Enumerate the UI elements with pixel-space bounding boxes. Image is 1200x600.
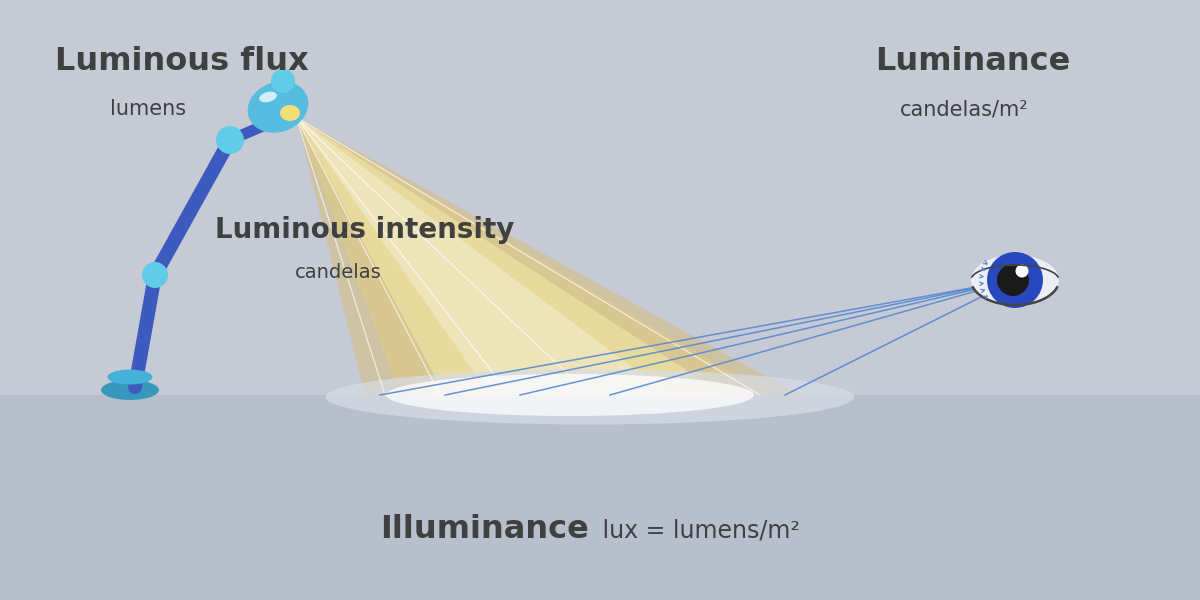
Ellipse shape: [108, 370, 152, 385]
Ellipse shape: [247, 81, 308, 133]
Circle shape: [142, 262, 168, 288]
Ellipse shape: [971, 255, 1060, 305]
Circle shape: [997, 264, 1030, 296]
Text: Luminance: Luminance: [875, 46, 1070, 77]
Text: lux = lumens/m²: lux = lumens/m²: [595, 519, 800, 543]
Ellipse shape: [325, 370, 854, 425]
Circle shape: [216, 126, 244, 154]
Ellipse shape: [101, 380, 158, 400]
Text: candelas/m²: candelas/m²: [900, 99, 1028, 119]
Circle shape: [986, 252, 1043, 308]
Polygon shape: [296, 117, 670, 395]
Circle shape: [1015, 265, 1028, 277]
Text: lumens: lumens: [110, 99, 186, 119]
Text: Illuminance: Illuminance: [380, 514, 589, 545]
Text: candelas: candelas: [295, 263, 382, 282]
Polygon shape: [296, 117, 725, 395]
Ellipse shape: [280, 105, 300, 121]
Bar: [0, 395, 1200, 600]
Text: Luminous intensity: Luminous intensity: [215, 216, 515, 244]
Ellipse shape: [386, 374, 754, 416]
Ellipse shape: [259, 92, 277, 103]
Polygon shape: [296, 117, 770, 395]
Polygon shape: [296, 117, 800, 395]
Text: Luminous flux: Luminous flux: [55, 46, 308, 77]
Circle shape: [271, 69, 295, 93]
